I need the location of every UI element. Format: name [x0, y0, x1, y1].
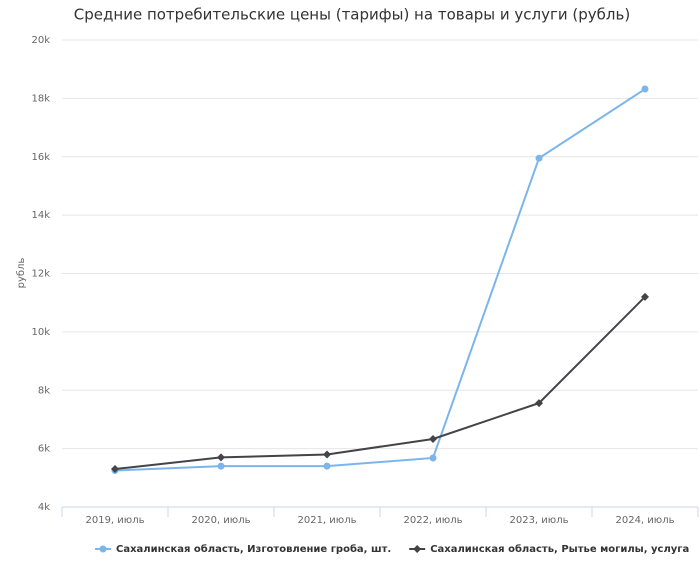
point [429, 454, 437, 462]
series-line [114, 88, 646, 472]
y-tick-label: 4k [38, 502, 50, 513]
x-tick-label: 2019, июль [85, 515, 144, 526]
point [641, 292, 649, 301]
point [323, 450, 331, 459]
x-tick-label: 2020, июль [191, 515, 250, 526]
x-tick-label: 2022, июль [403, 515, 462, 526]
point [429, 434, 437, 443]
point [535, 154, 543, 162]
y-tick-label: 12k [31, 269, 50, 280]
legend-label: Сахалинская область, Изготовление гроба,… [116, 543, 391, 555]
x-tick-label: 2021, июль [297, 515, 356, 526]
chart-title: Средние потребительские цены (тарифы) на… [74, 6, 630, 24]
point [217, 462, 225, 470]
y-axis-title: рубль [16, 258, 27, 289]
y-tick-label: 14k [31, 210, 50, 221]
y-tick-label: 18k [31, 93, 50, 104]
point [641, 85, 649, 93]
point [535, 399, 543, 408]
series-line [114, 296, 646, 471]
point [217, 453, 225, 462]
legend-label: Сахалинская область, Рытье могилы, услуг… [430, 543, 689, 555]
y-tick-label: 20k [31, 35, 50, 46]
x-tick-label: 2023, июль [509, 515, 568, 526]
legend-marker [99, 545, 107, 553]
point [111, 465, 119, 474]
x-tick-label: 2024, июль [615, 515, 674, 526]
y-tick-label: 10k [31, 327, 50, 338]
point [323, 462, 331, 470]
y-tick-label: 6k [38, 444, 50, 455]
y-tick-label: 16k [31, 152, 50, 163]
y-tick-label: 8k [38, 385, 50, 396]
legend-marker [413, 545, 422, 553]
